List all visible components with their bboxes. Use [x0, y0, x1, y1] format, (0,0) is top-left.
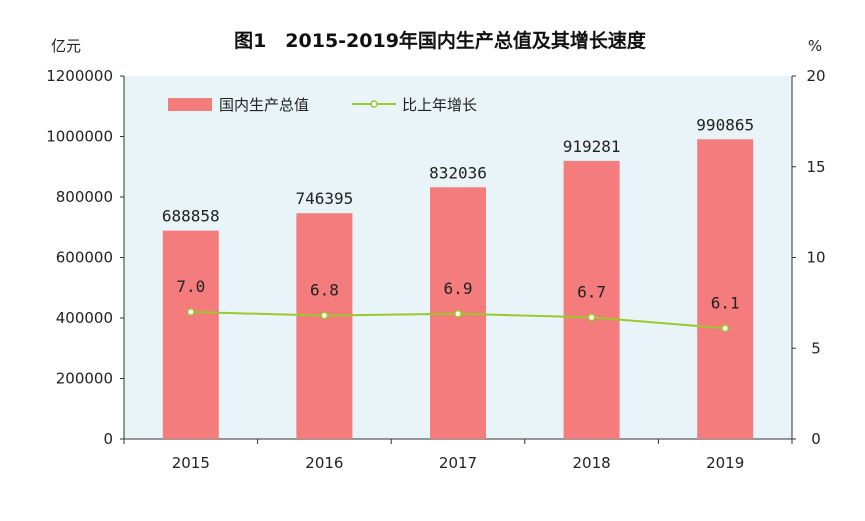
bar — [697, 139, 754, 439]
line-point — [721, 324, 730, 333]
bar-value-label: 746395 — [296, 189, 354, 208]
bar-value-label: 832036 — [429, 163, 487, 182]
right-axis-tick-label: 5 — [811, 339, 821, 357]
left-axis-tick-label: 0 — [103, 430, 113, 448]
legend-bar-swatch — [168, 98, 212, 111]
x-axis-tick-label: 2015 — [172, 454, 210, 472]
right-axis-tick-label: 20 — [806, 67, 825, 85]
right-axis-tick-label: 15 — [806, 158, 825, 176]
legend-line-marker — [370, 100, 378, 108]
chart-title: 图1 2015-2019年国内生产总值及其增长速度 — [234, 29, 647, 52]
left-axis-tick-label: 600000 — [56, 249, 113, 267]
bar-value-label: 688858 — [162, 207, 220, 226]
x-axis-tick-label: 2016 — [305, 454, 343, 472]
bar-value-label: 990865 — [696, 115, 754, 134]
right-axis-tick-label: 0 — [811, 430, 821, 448]
line-point — [320, 311, 329, 320]
legend: 国内生产总值 比上年增长 — [168, 96, 477, 114]
left-axis-tick-label: 800000 — [56, 188, 113, 206]
x-axis: 2015 2016 2017 2018 2019 — [123, 438, 793, 472]
legend-line-label: 比上年增长 — [402, 96, 477, 114]
left-axis-tick-label: 400000 — [56, 309, 113, 327]
legend-bar-label: 国内生产总值 — [219, 96, 309, 114]
bar — [162, 230, 219, 439]
line-value-label: 6.9 — [444, 279, 473, 298]
x-axis-tick-label: 2017 — [439, 454, 477, 472]
left-axis: 0 200000 400000 600000 800000 1000000 1200000 — [46, 67, 125, 448]
left-axis-tick-label: 1000000 — [46, 128, 113, 146]
right-axis-unit: % — [808, 37, 822, 55]
line-series — [186, 308, 730, 333]
right-axis: 0 5 10 15 20 — [791, 67, 826, 448]
line-value-label: 6.7 — [577, 282, 606, 301]
bar-value-labels: 688858 746395 832036 919281 990865 — [162, 115, 754, 225]
line-point — [454, 309, 462, 318]
line-point — [186, 308, 195, 316]
line-value-label: 6.1 — [711, 293, 740, 312]
line-value-labels: 7.0 6.8 6.9 6.7 6.1 — [176, 277, 739, 312]
line-value-label: 6.8 — [310, 281, 339, 300]
right-axis-tick-label: 10 — [806, 249, 825, 267]
left-axis-tick-label: 200000 — [56, 370, 113, 388]
line-point — [587, 313, 596, 322]
bar-value-label: 919281 — [563, 137, 621, 156]
left-axis-tick-label: 1200000 — [46, 67, 113, 85]
x-axis-tick-label: 2018 — [573, 454, 611, 472]
line-value-label: 7.0 — [176, 277, 205, 296]
bar — [296, 213, 353, 439]
x-axis-tick-label: 2019 — [706, 454, 744, 472]
left-axis-unit: 亿元 — [51, 37, 81, 55]
bar — [563, 160, 620, 440]
